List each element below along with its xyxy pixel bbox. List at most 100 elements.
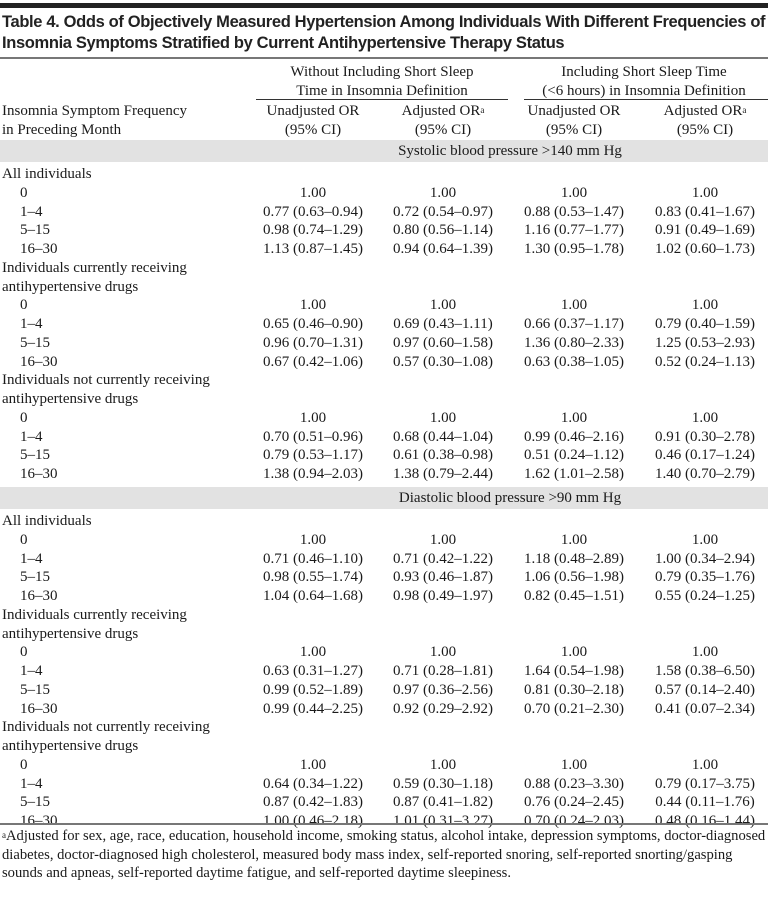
column-header-label: Adjusted OR — [663, 103, 743, 119]
row-header-line: Insomnia Symptom Frequency — [2, 103, 187, 119]
group-underline — [256, 99, 508, 100]
group-header-line: Without Including Short Sleep — [290, 64, 474, 80]
section-band: Systolic blood pressure >140 mm Hg — [0, 140, 768, 162]
frequency-cell: 0 — [20, 184, 28, 201]
or-cell: 0.70 (0.21–2.30) — [524, 700, 624, 717]
or-cell: 0.97 (0.36–2.56) — [393, 681, 493, 698]
or-cell: 0.69 (0.43–1.11) — [393, 316, 493, 332]
or-cell: 0.48 (0.16–1.44) — [655, 813, 755, 829]
frequency-cell: 5–15 — [20, 794, 50, 811]
or-cell: 1.25 (0.53–2.93) — [655, 334, 755, 351]
top-rule — [0, 3, 768, 8]
column-header-ci: (95% CI) — [284, 121, 342, 138]
or-cell: 0.81 (0.30–2.18) — [524, 681, 624, 698]
or-cell: 1.38 (0.79–2.44) — [393, 466, 493, 482]
frequency-cell: 5–15 — [20, 447, 50, 464]
bottom-rule — [0, 823, 768, 825]
or-cell: 1.00 — [429, 184, 457, 201]
or-cell: 0.41 (0.07–2.34) — [655, 700, 755, 717]
table-row: 0 1.00 1.00 1.00 1.00 — [0, 756, 768, 775]
or-cell: 1.00 — [560, 644, 588, 661]
row-header: Insomnia Symptom Frequency in Preceding … — [2, 102, 187, 139]
frequency-cell: 5–15 — [20, 569, 50, 586]
or-cell: 1.62 (1.01–2.58) — [524, 466, 624, 482]
or-cell: 0.88 (0.53–1.47) — [524, 203, 624, 220]
column-header-line1: Adjusted ORa — [378, 102, 508, 121]
table-row: 1–4 0.63 (0.31–1.27) 0.71 (0.28–1.81) 1.64 … — [0, 662, 768, 681]
group-label: Individuals not currently receiving — [2, 372, 210, 389]
frequency-cell: 0 — [20, 531, 28, 548]
table-row: 16–30 1.00 (0.46–2.18) 1.01 (0.31–3.27) 0.7… — [0, 812, 768, 831]
or-cell: 0.87 (0.41–1.82) — [393, 794, 493, 811]
or-cell: 0.76 (0.24–2.45) — [524, 794, 624, 811]
or-cell: 0.97 (0.60–1.58) — [393, 334, 493, 351]
footnote-text: Adjusted for sex, age, race, education, … — [2, 828, 766, 881]
column-header-label: Unadjusted OR — [266, 103, 360, 119]
or-cell: 0.70 (0.51–0.96) — [263, 428, 363, 445]
table-row: 5–15 0.79 (0.53–1.17) 0.61 (0.38–0.98) 0.51… — [0, 446, 768, 465]
group-header-line: (<6 hours) in Insomnia Definition — [542, 82, 746, 99]
or-cell: 1.00 — [691, 531, 719, 548]
or-cell: 1.30 (0.95–1.78) — [524, 241, 624, 257]
or-cell: 0.80 (0.56–1.14) — [393, 222, 493, 239]
section-band: Diastolic blood pressure >90 mm Hg — [0, 487, 768, 509]
table-row: 16–30 1.04 (0.64–1.68) 0.98 (0.49–1.97) 0.8… — [0, 587, 768, 606]
table-row: 16–30 1.38 (0.94–2.03) 1.38 (0.79–2.44) 1.6… — [0, 465, 768, 484]
or-cell: 0.51 (0.24–1.12) — [524, 447, 624, 464]
or-cell: 0.66 (0.37–1.17) — [524, 316, 624, 332]
table-row: 0 1.00 1.00 1.00 1.00 — [0, 296, 768, 315]
or-cell: 0.61 (0.38–0.98) — [393, 447, 493, 464]
footnote-marker: a — [2, 830, 6, 840]
or-cell: 1.00 — [691, 297, 719, 314]
table-row: 1–4 0.71 (0.46–1.10) 0.71 (0.42–1.22) 1.18 … — [0, 550, 768, 569]
or-cell: 1.00 — [299, 297, 327, 314]
frequency-cell: 0 — [20, 756, 28, 773]
or-cell: 0.91 (0.30–2.78) — [655, 428, 755, 445]
or-cell: 1.13 (0.87–1.45) — [263, 241, 363, 257]
footnote: aAdjusted for sex, age, race, education,… — [2, 827, 766, 883]
table-row: 16–30 1.13 (0.87–1.45) 0.94 (0.64–1.39) 1.3… — [0, 240, 768, 259]
group-label-row: antihypertensive drugs — [0, 625, 768, 644]
or-cell: 0.79 (0.17–3.75) — [655, 775, 755, 792]
or-cell: 1.00 — [429, 297, 457, 314]
group-label-row: antihypertensive drugs — [0, 278, 768, 297]
or-cell: 1.04 (0.64–1.68) — [263, 588, 363, 604]
or-cell: 0.55 (0.24–1.25) — [655, 588, 755, 604]
group-label: All individuals — [2, 513, 92, 529]
title-rule — [0, 57, 768, 59]
row-header-line: in Preceding Month — [2, 121, 122, 138]
frequency-cell: 1–4 — [20, 428, 43, 445]
or-cell: 1.02 (0.60–1.73) — [655, 241, 755, 257]
table-row: 5–15 0.98 (0.55–1.74) 0.93 (0.46–1.87) 1.06… — [0, 568, 768, 587]
table-title: Table 4. Odds of Objectively Measured Hy… — [2, 13, 766, 52]
or-cell: 0.46 (0.17–1.24) — [655, 447, 755, 464]
or-cell: 0.98 (0.49–1.97) — [393, 588, 493, 604]
or-cell: 1.00 — [560, 409, 588, 426]
or-cell: 1.64 (0.54–1.98) — [524, 663, 624, 679]
or-cell: 0.93 (0.46–1.87) — [393, 569, 493, 586]
table-row: 1–4 0.64 (0.34–1.22) 0.59 (0.30–1.18) 0.88 … — [0, 775, 768, 794]
column-header: Adjusted ORa (95% CI) — [378, 102, 508, 139]
column-header-ci: (95% CI) — [545, 121, 603, 138]
or-cell: 0.99 (0.52–1.89) — [263, 681, 363, 698]
or-cell: 1.00 (0.46–2.18) — [263, 813, 363, 829]
frequency-cell: 5–15 — [20, 334, 50, 351]
or-cell: 1.00 (0.34–2.94) — [655, 550, 755, 567]
frequency-cell: 5–15 — [20, 681, 50, 698]
table-row: 5–15 0.87 (0.42–1.83) 0.87 (0.41–1.82) 0.76… — [0, 793, 768, 812]
group-header-including-short-sleep: Including Short Sleep Time (<6 hours) in… — [520, 63, 768, 100]
frequency-cell: 1–4 — [20, 316, 43, 332]
or-cell: 1.18 (0.48–2.89) — [524, 550, 624, 567]
frequency-cell: 16–30 — [20, 588, 58, 604]
group-label-row: Individuals currently receiving — [0, 606, 768, 625]
group-label: All individuals — [2, 166, 92, 182]
or-cell: 0.63 (0.38–1.05) — [524, 353, 624, 370]
or-cell: 0.63 (0.31–1.27) — [263, 663, 363, 679]
or-cell: 0.77 (0.63–0.94) — [263, 203, 363, 220]
or-cell: 0.79 (0.53–1.17) — [263, 447, 363, 464]
or-cell: 0.99 (0.44–2.25) — [263, 700, 363, 717]
or-cell: 0.72 (0.54–0.97) — [393, 203, 493, 220]
group-label-row: All individuals — [0, 512, 768, 531]
or-cell: 1.36 (0.80–2.33) — [524, 334, 624, 351]
frequency-cell: 16–30 — [20, 700, 58, 717]
